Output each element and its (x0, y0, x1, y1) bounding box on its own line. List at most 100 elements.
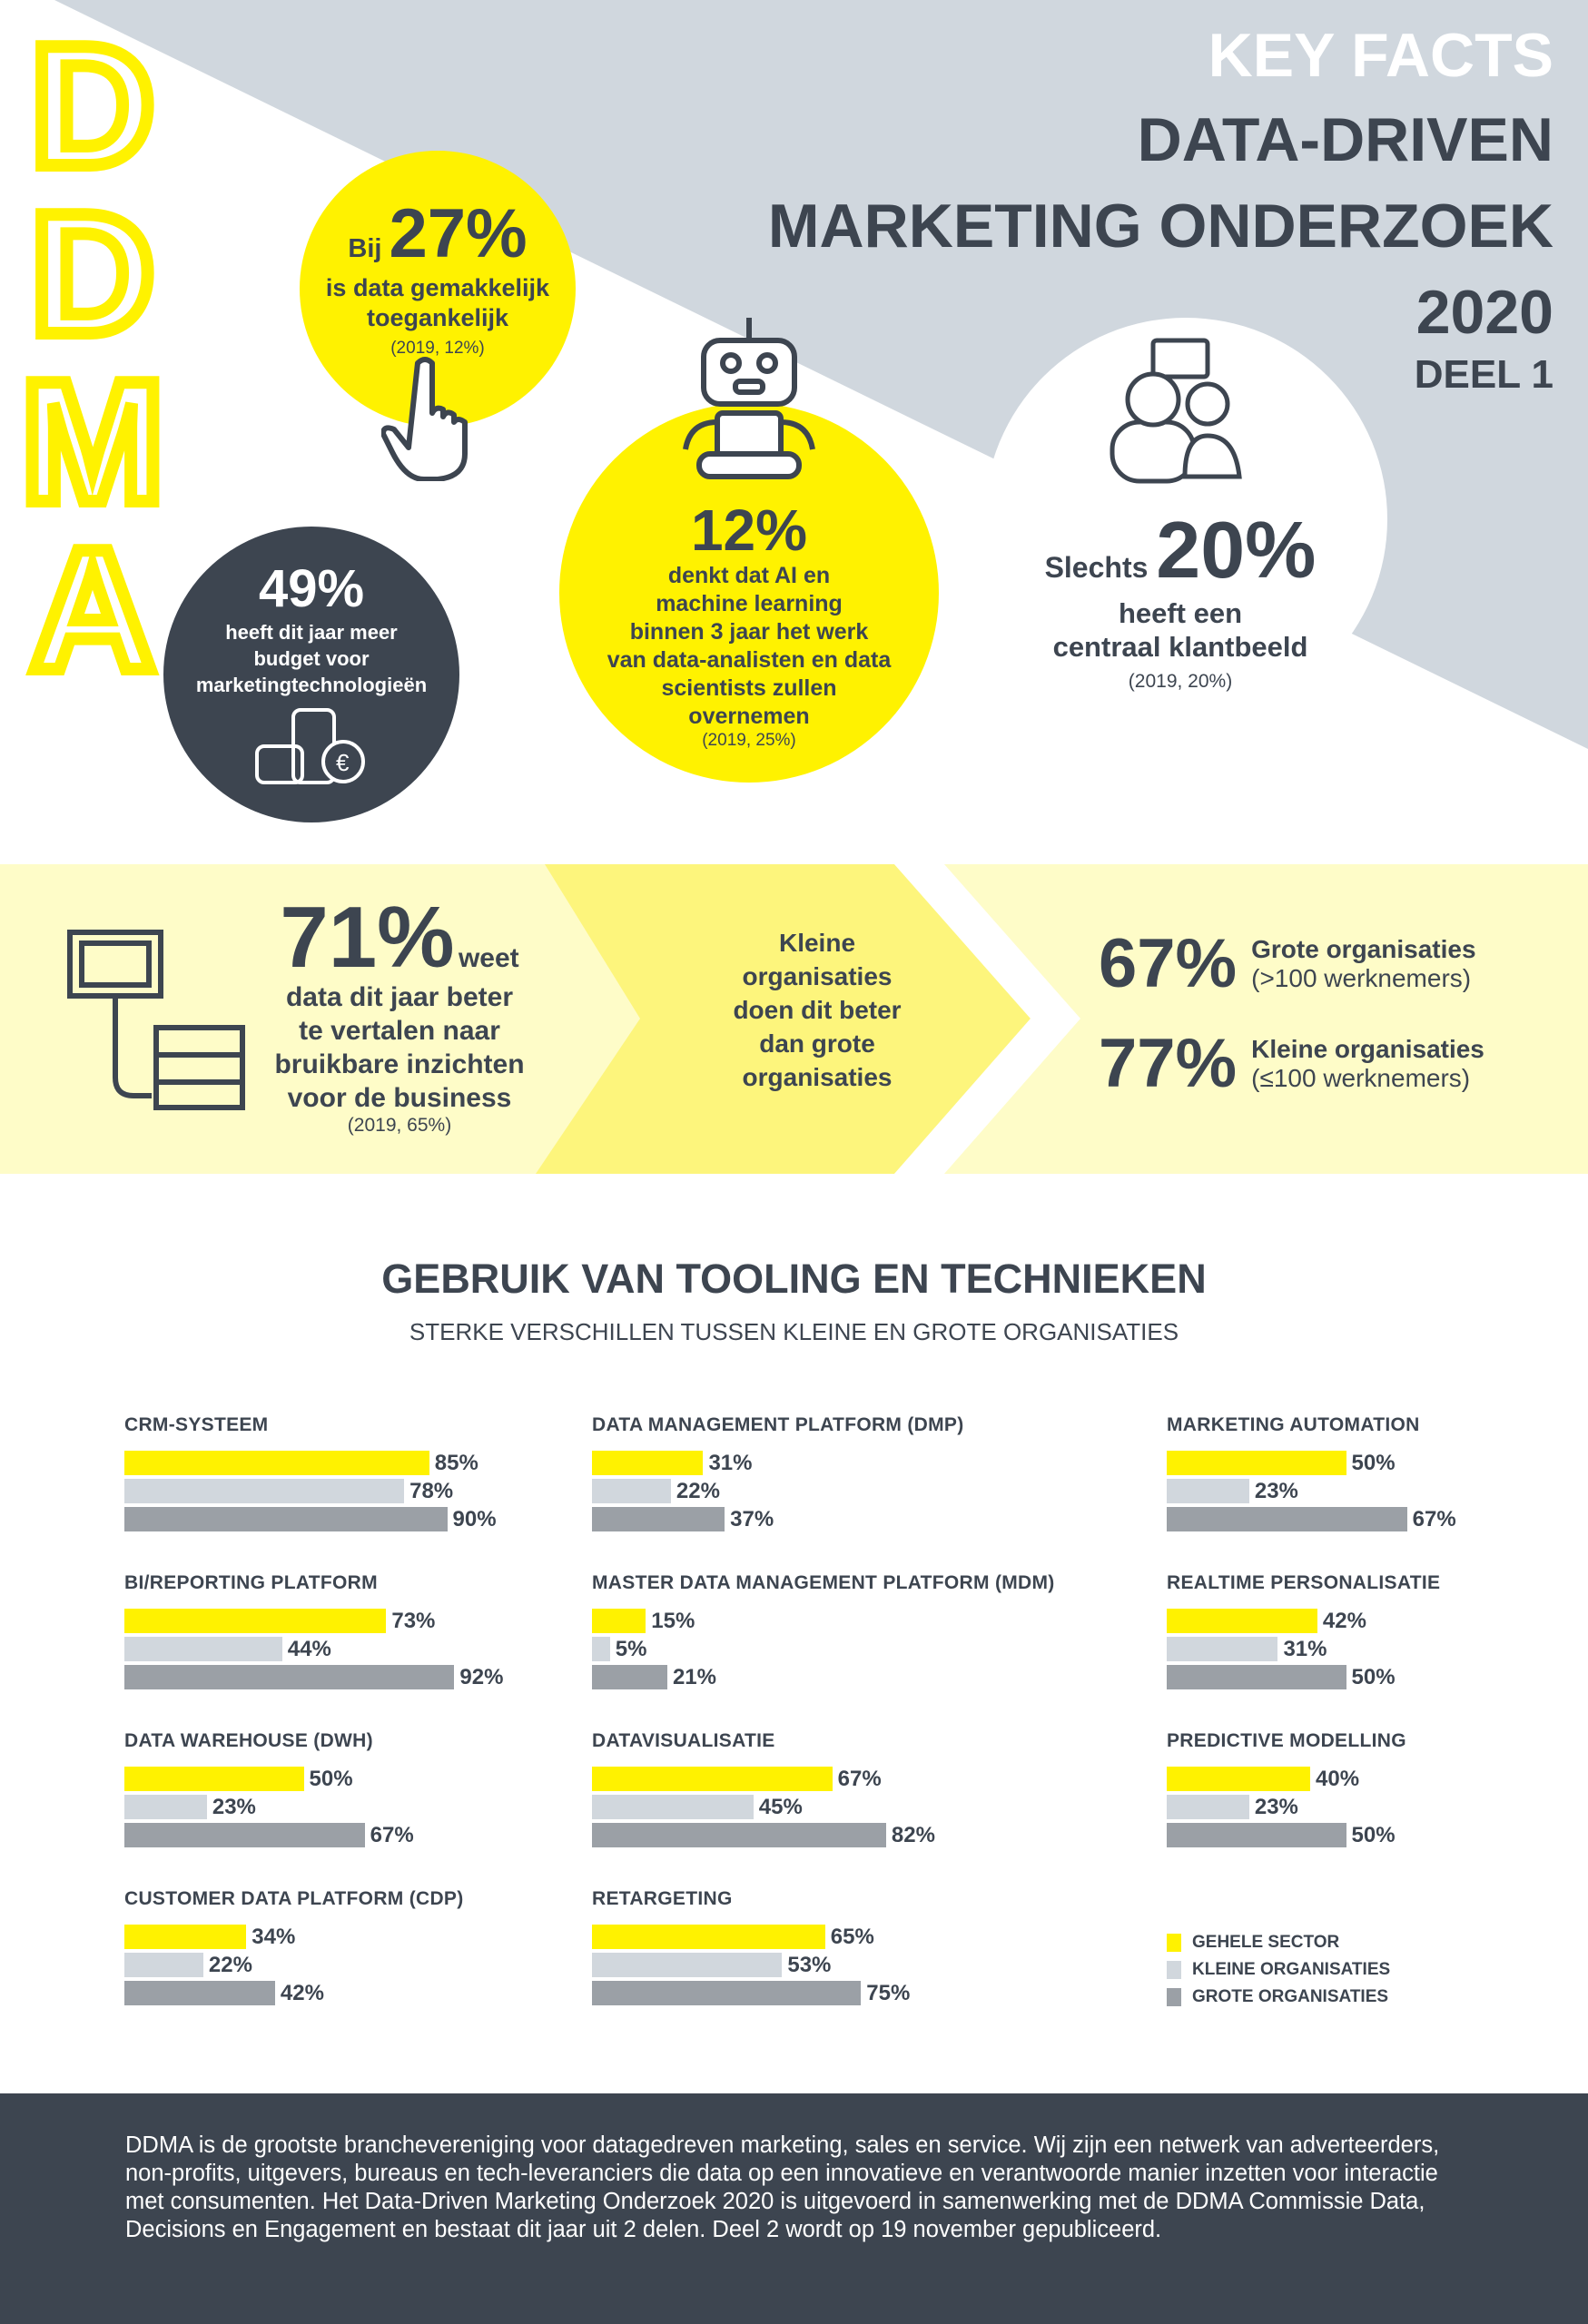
band-background (0, 864, 1588, 1174)
bar (1167, 1795, 1249, 1819)
fact-text: scientists zullen (661, 675, 837, 701)
bar (124, 1609, 387, 1633)
bar (124, 1637, 282, 1661)
bar (592, 1637, 610, 1661)
bar (1167, 1665, 1346, 1689)
stat-sub: (>100 werknemers) (1251, 963, 1472, 992)
fact-text: budget voor (253, 647, 370, 670)
bar (1167, 1767, 1310, 1791)
bar (1167, 1823, 1346, 1847)
fact-text: heeft een (1118, 597, 1243, 629)
fact-text: overnemen (688, 704, 810, 729)
bar-value-label: 85% (434, 1451, 478, 1475)
bar-value-label: 15% (651, 1609, 695, 1633)
chart-group-title: DATAVISUALISATIE (592, 1730, 775, 1751)
bar-value-label: 40% (1316, 1767, 1360, 1791)
tooling-title: GEBRUIK VAN TOOLING EN TECHNIEKEN (381, 1256, 1207, 1302)
legend-swatch (1167, 1961, 1181, 1979)
bar-value-label: 50% (1351, 1451, 1396, 1475)
bar-value-label: 73% (391, 1609, 436, 1633)
prefix: Slechts (1044, 551, 1149, 584)
svg-text:€: € (336, 749, 350, 776)
stat-small-orgs: 77% Kleine organisaties (≤100 werknemers) (1099, 1024, 1484, 1103)
band-middle-text: Kleine organisaties doen dit beter dan grot… (690, 926, 944, 1094)
bar (592, 1609, 646, 1633)
bar (1167, 1637, 1278, 1661)
key-facts-heading: KEY FACTS (1208, 21, 1553, 90)
fact-text: machine learning (656, 591, 843, 616)
fact-customer-view: Slechts 20% heeft een centraal klantbeel… (999, 504, 1362, 693)
legend-label: KLEINE ORGANISATIES (1192, 1960, 1391, 1979)
fact-prev-year: (2019, 12%) (390, 339, 485, 358)
bar (124, 1451, 429, 1475)
chart-group-title: REALTIME PERSONALISATIE (1167, 1572, 1441, 1593)
bar (592, 1795, 754, 1819)
robot-icon (683, 318, 815, 479)
bar (124, 1665, 455, 1689)
bar (1167, 1507, 1407, 1531)
fact-text: is data gemakkelijk (325, 274, 550, 301)
fact-text: bruikbare inzichten (274, 1049, 525, 1079)
legend-swatch (1167, 1988, 1181, 2006)
footer-text: DDMA is de grootste branchevereniging vo… (125, 2132, 1440, 2242)
prefix: Bij (348, 234, 382, 263)
bar-value-label: 50% (1351, 1823, 1396, 1847)
bar (592, 1823, 886, 1847)
fact-text: centraal klantbeeld (1052, 631, 1308, 663)
bar-value-label: 90% (452, 1507, 497, 1531)
stat-label: Grote organisaties (1251, 934, 1476, 963)
fact-value: 27% (389, 195, 528, 272)
bar (124, 1479, 405, 1503)
chart-group-title: RETARGETING (592, 1888, 733, 1909)
bar-value-label: 23% (1254, 1795, 1298, 1819)
bar-value-label: 53% (787, 1953, 832, 1977)
legend-item: GROTE ORGANISATIES (1167, 1984, 1390, 2011)
bar-value-label: 50% (309, 1767, 353, 1791)
bar-value-label: 67% (837, 1767, 882, 1791)
bar-value-label: 42% (280, 1981, 324, 2005)
fact-value: 12% (690, 497, 808, 563)
chart-group-title: DATA WAREHOUSE (DWH) (124, 1730, 373, 1751)
stat-label: Kleine organisaties (1251, 1034, 1484, 1063)
bar-value-label: 65% (830, 1925, 874, 1949)
fact-text: voor de business (287, 1083, 512, 1113)
fact-prev-year: (2019, 25%) (702, 731, 796, 750)
fact-value: 20% (1156, 505, 1317, 595)
text-line: dan grote (759, 1029, 875, 1058)
bar (592, 1479, 671, 1503)
bar (124, 1795, 207, 1819)
bar (124, 1507, 448, 1531)
chart-group-title: DATA MANAGEMENT PLATFORM (DMP) (592, 1414, 964, 1435)
chart-group-title: MARKETING AUTOMATION (1167, 1414, 1420, 1435)
fact-prev-year: (2019, 20%) (1128, 671, 1233, 692)
fact-insights: 71% weet data dit jaar beter te vertalen… (263, 894, 536, 1137)
bar-value-label: 22% (676, 1479, 720, 1503)
bar (124, 1925, 247, 1949)
chart-legend: GEHELE SECTOR KLEINE ORGANISATIES GROTE … (1167, 1929, 1390, 2011)
bar (124, 1767, 304, 1791)
legend-label: GROTE ORGANISATIES (1192, 1987, 1389, 2006)
fact-text: data dit jaar beter (285, 982, 514, 1012)
bar-value-label: 82% (891, 1823, 935, 1847)
bar-value-label: 92% (459, 1665, 504, 1689)
stat-sub: (≤100 werknemers) (1251, 1063, 1471, 1092)
fact-text: heeft dit jaar meer (225, 621, 398, 644)
fact-value: 71% (280, 889, 455, 986)
text-line: organisaties (742, 962, 893, 990)
computer-server-icon (67, 930, 245, 1110)
legend-item: KLEINE ORGANISATIES (1167, 1956, 1390, 1984)
fact-text: binnen 3 jaar het werk (629, 619, 869, 645)
fact-prev-year: (2019, 65%) (347, 1115, 452, 1136)
bar (1167, 1479, 1249, 1503)
bar-value-label: 21% (672, 1665, 716, 1689)
bar-value-label: 75% (866, 1981, 911, 2005)
fact-text: weet (458, 943, 519, 973)
bar-value-label: 23% (212, 1795, 256, 1819)
coins-euro-icon: € (255, 708, 365, 784)
fact-text: denkt dat AI en (667, 563, 831, 588)
legend-item: GEHELE SECTOR (1167, 1929, 1390, 1956)
bar (1167, 1609, 1317, 1633)
people-chat-icon (1110, 338, 1242, 484)
fact-text: toegankelijk (366, 304, 509, 331)
